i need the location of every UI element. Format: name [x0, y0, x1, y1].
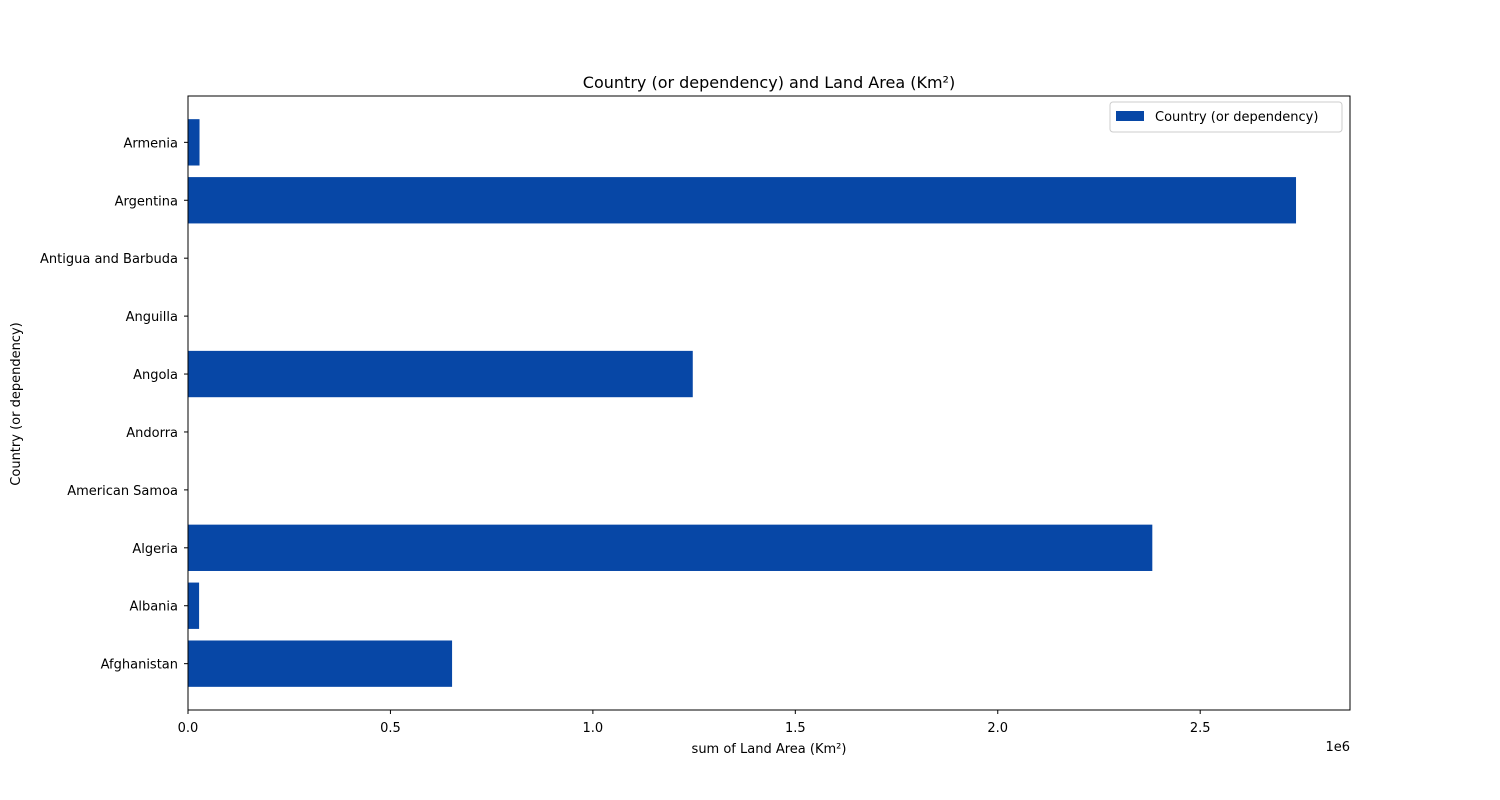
x-tick-label: 1.5 — [785, 721, 806, 736]
y-tick-label: Antigua and Barbuda — [40, 252, 178, 267]
y-tick-label: Afghanistan — [101, 658, 178, 673]
bar — [188, 582, 200, 629]
x-axis-offset-label: 1e6 — [1325, 740, 1350, 755]
y-tick-label: Angola — [133, 368, 178, 383]
y-tick-label: Algeria — [132, 542, 178, 557]
bar — [188, 350, 693, 398]
x-tick-label: 2.5 — [1190, 721, 1211, 736]
x-tick-label: 0.5 — [380, 721, 401, 736]
y-tick-label: Anguilla — [126, 310, 178, 325]
legend-label: Country (or dependency) — [1155, 110, 1318, 125]
y-tick-label: Armenia — [124, 136, 179, 151]
y-tick-label: American Samoa — [67, 484, 178, 499]
y-axis-label: Country (or dependency) — [9, 322, 24, 485]
y-tick-label: Andorra — [126, 426, 178, 441]
x-tick-label: 2.0 — [987, 721, 1008, 736]
bar — [188, 119, 200, 166]
legend-swatch — [1116, 111, 1144, 121]
plot-area: Afghanistan Albania Algeria American Samoa A… — [40, 95, 1351, 736]
bar — [188, 177, 1297, 224]
chart-title: Country (or dependency) and Land Area (K… — [583, 73, 955, 92]
x-axis-label: sum of Land Area (Km²) — [692, 742, 847, 757]
plot-frame — [187, 95, 1351, 711]
y-tick-label: Argentina — [115, 194, 178, 209]
x-tick-label: 0.0 — [178, 721, 199, 736]
bar — [188, 524, 1153, 571]
bar — [188, 640, 453, 687]
y-tick-label: Albania — [129, 600, 178, 615]
legend-box — [1109, 101, 1343, 133]
x-tick-label: 1.0 — [583, 721, 604, 736]
